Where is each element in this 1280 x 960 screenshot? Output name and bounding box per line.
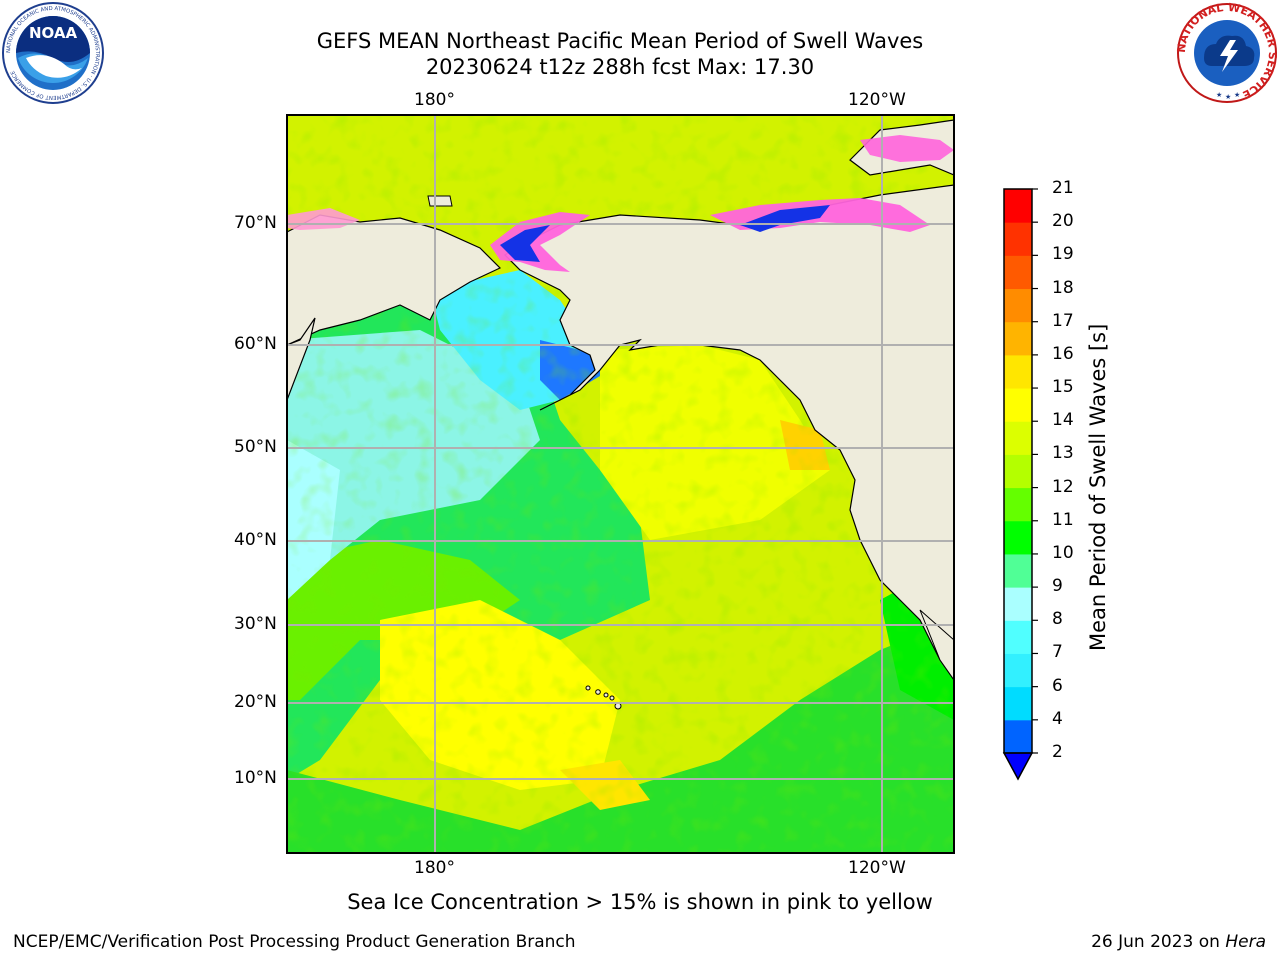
colorbar-tick-label: 19 (1052, 244, 1074, 265)
lat-label-10n: 10°N (234, 768, 277, 788)
lat-label-20n: 20°N (234, 692, 277, 712)
colorbar-tick-label: 9 (1052, 576, 1063, 597)
nws-logo: NATIONAL WEATHER SERVICE ★ ★ ★ (1175, 1, 1279, 104)
lon-label-bottom-120w: 120°W (848, 858, 906, 878)
colorbar-label: Mean Period of Swell Waves [s] (1086, 323, 1110, 651)
colorbar-tick-label: 17 (1052, 310, 1074, 331)
lat-label-70n: 70°N (234, 213, 277, 233)
colorbar-tick-label: 16 (1052, 343, 1074, 364)
footer-machine: Hera (1225, 932, 1266, 952)
hawaiian-islands (585, 685, 622, 710)
colorbar-tick-label: 2 (1052, 742, 1063, 762)
colorbar-tick-label: 10 (1052, 542, 1074, 563)
noaa-logo: NOAA NATIONAL OCEANIC AND ATMOSPHERIC AD… (2, 2, 104, 104)
map-frame (286, 114, 955, 854)
lat-label-50n: 50°N (234, 437, 277, 457)
sea-ice-chukchi-deep (500, 225, 550, 262)
page-title: GEFS MEAN Northeast Pacific Mean Period … (316, 29, 924, 53)
colorbar-tick-label: 21 (1052, 178, 1074, 198)
page-subtitle: 20230624 t12z 288h fcst Max: 17.30 (425, 55, 815, 79)
sea-ice-archipelago (860, 135, 954, 162)
land-kamchatka (287, 317, 316, 401)
lat-label-60n: 60°N (234, 334, 277, 354)
colorbar-tick-label: 6 (1052, 675, 1063, 696)
graticule (287, 115, 954, 853)
land-wrangel-island (427, 195, 453, 207)
lat-label-40n: 40°N (234, 530, 277, 550)
ice-caption: Sea Ice Concentration > 15% is shown in … (347, 890, 933, 914)
colorbar-tick-label: 8 (1052, 609, 1063, 630)
footer-credit: NCEP/EMC/Verification Post Processing Pr… (13, 932, 576, 952)
land-siberia (287, 214, 502, 346)
svg-text:★: ★ (1216, 91, 1222, 99)
colorbar-tick-label: 11 (1052, 509, 1074, 530)
svg-text:★: ★ (1234, 91, 1240, 99)
lon-label-bottom-180: 180° (414, 858, 455, 878)
colorbar-tick-label: 7 (1052, 642, 1063, 663)
footer-date: 26 Jun 2023 on Hera (1091, 932, 1266, 952)
sea-ice-beaufort-deep (740, 205, 830, 232)
lon-label-top-120w: 120°W (848, 90, 906, 110)
svg-text:NOAA: NOAA (29, 24, 78, 42)
colorbar-tick-label: 20 (1052, 211, 1074, 232)
colorbar-tick-label: 14 (1052, 410, 1074, 431)
footer-date-text: 26 Jun 2023 on (1091, 932, 1226, 952)
lat-label-30n: 30°N (234, 614, 277, 634)
svg-text:★: ★ (1225, 93, 1231, 101)
land-baja (919, 609, 954, 681)
lon-label-top-180: 180° (414, 90, 455, 110)
colorbar-tick-label: 4 (1052, 708, 1063, 729)
colorbar-tick-label: 12 (1052, 476, 1074, 497)
colorbar-tick-label: 13 (1052, 443, 1074, 464)
colorbar-tick-label: 15 (1052, 377, 1074, 398)
colorbar-tick-label: 18 (1052, 277, 1074, 298)
